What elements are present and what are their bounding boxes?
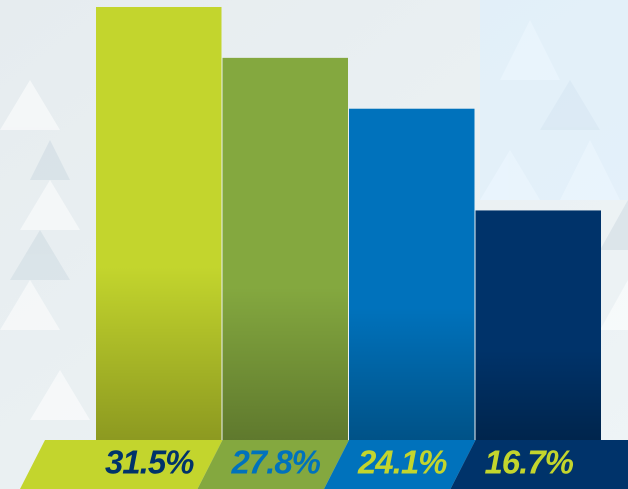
label-band	[450, 440, 628, 489]
value-label: 16.7%	[484, 444, 573, 481]
bar-shade	[349, 108, 475, 440]
value-label: 31.5%	[105, 444, 194, 481]
value-label: 27.8%	[230, 444, 320, 481]
bar-shade	[475, 210, 601, 440]
label-band	[197, 440, 349, 489]
value-label: 24.1%	[357, 444, 447, 481]
label-band	[324, 440, 476, 489]
label-band	[20, 440, 223, 489]
bar-shade	[222, 57, 348, 440]
background-panel	[480, 0, 628, 200]
bar-shade	[96, 7, 222, 440]
